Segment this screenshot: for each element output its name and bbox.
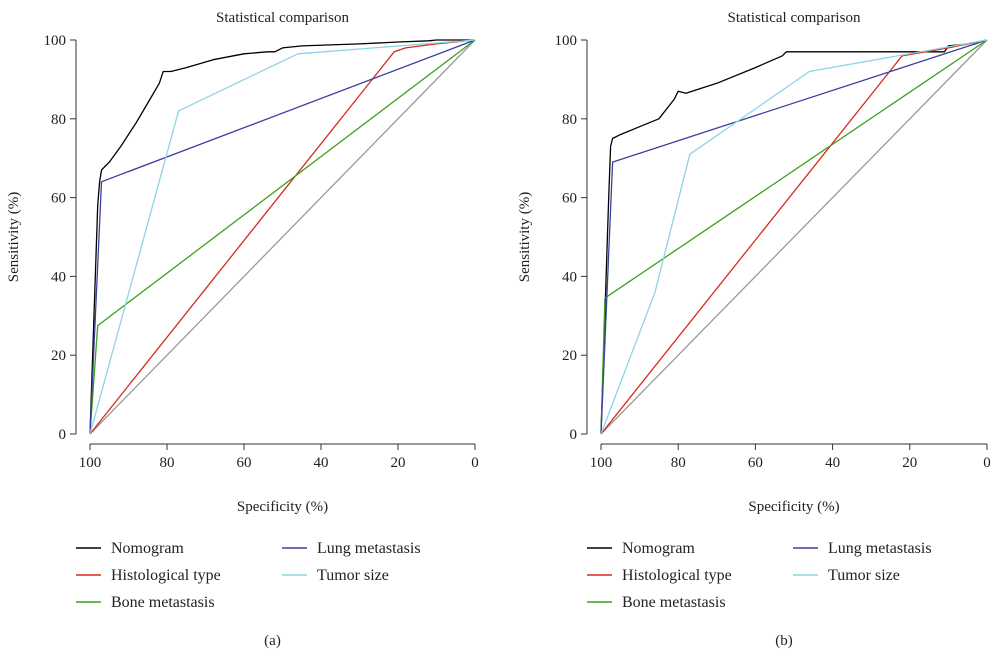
series-line-lung-metastasis [600, 39, 988, 435]
y-tick-label: 40 [562, 269, 577, 285]
y-tick-label: 60 [51, 191, 66, 207]
panel-b: Statistical comparison 0 20 40 60 80 100 100 80 6… [517, 10, 991, 649]
series-line-tumor-size [600, 39, 988, 435]
legend-entry: Lung metastasis [317, 540, 421, 557]
x-tick-label: 80 [671, 455, 686, 471]
y-tick-label: 80 [562, 112, 577, 128]
legend-entry: Histological type [622, 567, 732, 584]
reference-diagonal-line [600, 39, 988, 435]
chart-title: Statistical comparison [728, 10, 861, 26]
series-line-nomogram [89, 39, 475, 435]
y-axis-label: Sensitivity (%) [6, 192, 22, 282]
y-axis-label: Sensitivity (%) [517, 192, 533, 282]
legend-entry: Bone metastasis [622, 594, 726, 611]
x-tick-label: 20 [902, 455, 917, 471]
series-line-lung-metastasis [89, 39, 476, 435]
y-tick-label: 100 [44, 33, 67, 49]
x-tick-label: 0 [471, 455, 479, 471]
x-tick-label: 40 [314, 455, 329, 471]
legend-entry: Nomogram [111, 540, 184, 557]
y-tick-label: 20 [562, 348, 577, 364]
y-tick-label: 100 [555, 33, 578, 49]
x-tick-label: 60 [237, 455, 252, 471]
legend-entry: Lung metastasis [828, 540, 932, 557]
y-tick-label: 80 [51, 112, 66, 128]
chart-title: Statistical comparison [216, 10, 349, 26]
reference-diagonal-line [89, 39, 476, 435]
series-line-tumor-size [89, 39, 476, 435]
panel-label: (a) [264, 633, 281, 649]
series-line-bone-metastasis [89, 39, 476, 435]
x-tick-label: 100 [590, 455, 613, 471]
x-axis-label: Specificity (%) [237, 499, 328, 515]
y-tick-label: 0 [59, 427, 67, 443]
legend-entry: Tumor size [317, 567, 389, 584]
x-tick-label: 40 [825, 455, 840, 471]
y-tick-label: 60 [562, 191, 577, 207]
legend-entry: Bone metastasis [111, 594, 215, 611]
panel-a: Statistical comparison 0 20 40 60 80 100 100 80 6… [6, 10, 479, 649]
x-axis-label: Specificity (%) [748, 499, 839, 515]
legend-entry: Histological type [111, 567, 221, 584]
x-tick-label: 80 [160, 455, 175, 471]
x-tick-label: 100 [79, 455, 102, 471]
y-tick-label: 0 [570, 427, 578, 443]
y-tick-label: 40 [51, 269, 66, 285]
series-line-nomogram [600, 39, 988, 435]
panel-label: (b) [775, 633, 793, 649]
legend-entry: Nomogram [622, 540, 695, 557]
x-tick-label: 0 [983, 455, 991, 471]
legend-entry: Tumor size [828, 567, 900, 584]
y-tick-label: 20 [51, 348, 66, 364]
x-tick-label: 20 [391, 455, 406, 471]
x-tick-label: 60 [748, 455, 763, 471]
